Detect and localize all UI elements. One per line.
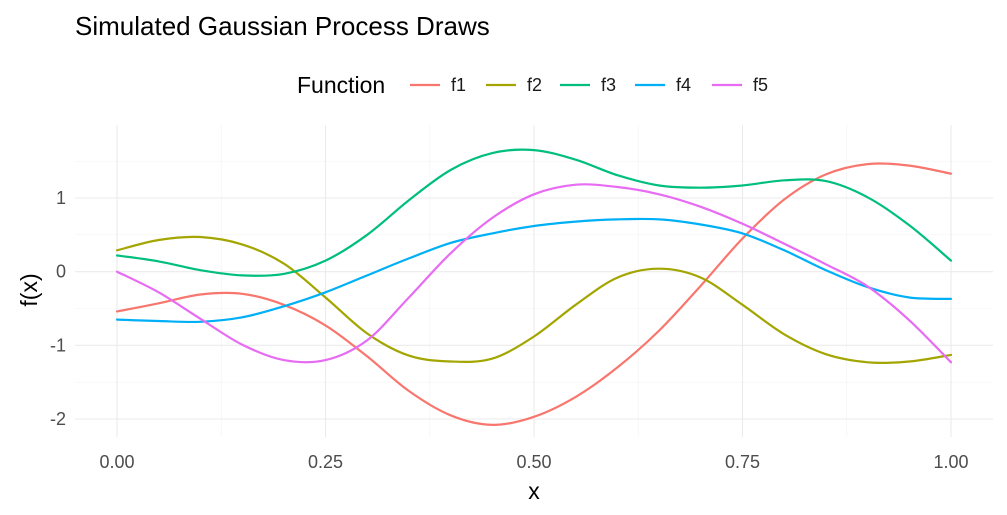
series-line-f3 <box>115 148 953 277</box>
y-tick-label: -1 <box>50 335 66 355</box>
x-axis-label: x <box>528 478 540 504</box>
x-tick-label: 0.25 <box>308 452 343 472</box>
legend-label-f1: f1 <box>451 75 466 95</box>
y-tick-label: -2 <box>50 409 66 429</box>
y-tick-label: 1 <box>56 188 66 208</box>
y-axis-ticks: -2 -1 0 1 <box>50 188 66 429</box>
legend-label-f5: f5 <box>753 75 768 95</box>
y-tick-label: 0 <box>56 262 66 282</box>
x-tick-label: 0.50 <box>516 452 551 472</box>
y-axis-label: f(x) <box>16 273 42 306</box>
legend-label-f3: f3 <box>601 75 616 95</box>
legend: Function f1 f2 f3 f4 f5 <box>297 72 768 98</box>
x-tick-label: 1.00 <box>933 452 968 472</box>
series-line-f4 <box>115 217 953 324</box>
legend-title: Function <box>297 72 385 98</box>
chart-title: Simulated Gaussian Process Draws <box>75 11 490 41</box>
legend-label-f4: f4 <box>676 75 691 95</box>
plot-grid <box>75 125 993 437</box>
series-layer <box>115 148 953 427</box>
x-tick-label: 0.00 <box>99 452 134 472</box>
x-tick-label: 0.75 <box>725 452 760 472</box>
x-axis-ticks: 0.00 0.25 0.50 0.75 1.00 <box>99 452 968 472</box>
series-line-f5 <box>115 183 953 364</box>
series-line-f2 <box>115 235 953 365</box>
legend-label-f2: f2 <box>527 75 542 95</box>
